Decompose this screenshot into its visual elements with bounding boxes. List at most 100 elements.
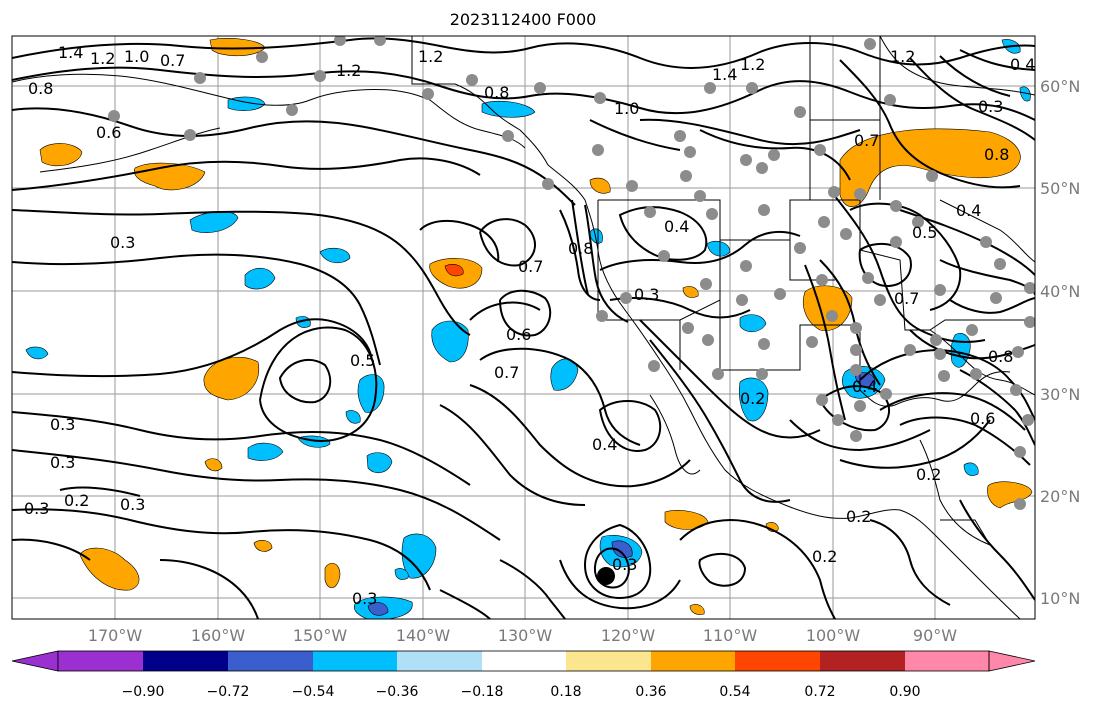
map-title: 2023112400 F000 xyxy=(449,10,597,29)
colorbar-outline xyxy=(57,650,990,672)
positive-anomaly-patch xyxy=(444,264,464,277)
colorbar-extend-max xyxy=(988,650,1036,672)
colorbar-tick-label: 0.72 xyxy=(804,684,835,700)
lat-tick-label: 40°N xyxy=(1040,282,1080,301)
station-dots xyxy=(108,36,1035,510)
negative-anomaly-patch xyxy=(739,314,767,333)
negative-anomaly-patch xyxy=(244,267,276,290)
colorbar-segment xyxy=(905,651,989,671)
positive-anomaly-patch xyxy=(324,562,341,588)
negative-anomaly-patch xyxy=(25,346,49,360)
contour-label: 0.8 xyxy=(988,347,1013,366)
colorbar-segment xyxy=(228,651,313,671)
contour-labels: 1.4 1.2 1.0 0.7 0.8 0.6 0.3 0.3 0.3 0.2 … xyxy=(24,43,1035,608)
contour-label: 0.5 xyxy=(350,351,375,370)
contour-label: 0.3 xyxy=(24,499,49,518)
contour-label: 1.2 xyxy=(890,47,915,66)
longitude-axis: 170°W 160°W 150°W 140°W 130°W 120°W 110°… xyxy=(88,626,957,645)
contour-label: 0.4 xyxy=(1010,55,1035,74)
contour-label: 0.7 xyxy=(854,131,879,150)
map-frame xyxy=(11,35,1036,620)
negative-anomaly-patch xyxy=(366,452,393,474)
colorbar-tick-label: −0.18 xyxy=(461,684,504,700)
colorbar-segment xyxy=(58,651,143,671)
negative-anomaly-patch xyxy=(367,602,389,616)
colorbar: −0.90 −0.72 −0.54 −0.36 −0.18 0.18 0.36 … xyxy=(11,650,1036,700)
negative-anomaly-patch xyxy=(345,410,361,424)
contour-label: 1.0 xyxy=(614,99,639,118)
contour-label: 0.4 xyxy=(592,435,617,454)
contour-label: 0.6 xyxy=(96,123,121,142)
lat-tick-label: 30°N xyxy=(1040,385,1080,404)
contour-label: 0.3 xyxy=(50,415,75,434)
contour-label: 0.3 xyxy=(352,589,377,608)
negative-anomaly-patch xyxy=(319,247,351,264)
positive-anomaly-patch xyxy=(253,539,273,552)
lat-tick-label: 60°N xyxy=(1040,77,1080,96)
contour-label: 0.8 xyxy=(484,83,509,102)
contour-label: 0.3 xyxy=(612,555,637,574)
lat-tick-label: 10°N xyxy=(1040,589,1080,608)
contour-label: 1.4 xyxy=(712,65,737,84)
lat-tick-label: 20°N xyxy=(1040,487,1080,506)
contour-label: 0.6 xyxy=(970,409,995,428)
colorbar-tick-label: 0.90 xyxy=(889,684,920,700)
coastlines-and-borders xyxy=(12,36,1035,619)
contour-label: 1.2 xyxy=(418,47,443,66)
colorbar-extend-min xyxy=(11,650,59,672)
lat-tick-label: 50°N xyxy=(1040,179,1080,198)
contour-label: 0.3 xyxy=(634,285,659,304)
contour-label: 0.7 xyxy=(518,257,543,276)
colorbar-segment xyxy=(735,651,820,671)
negative-anomaly-patch xyxy=(247,442,284,461)
contour-label: 1.4 xyxy=(58,43,83,62)
colorbar-segment xyxy=(820,651,905,671)
lon-tick-label: 150°W xyxy=(293,626,348,645)
colorbar-segment xyxy=(143,651,228,671)
contour-label: 0.2 xyxy=(846,507,871,526)
contour-label: 0.4 xyxy=(956,201,981,220)
contour-label: 0.3 xyxy=(120,495,145,514)
storm-center-marker xyxy=(597,567,615,585)
negative-anomaly-patch xyxy=(1019,86,1031,102)
contour-label: 0.7 xyxy=(894,289,919,308)
contour-label: 1.2 xyxy=(336,61,361,80)
contour-label: 0.5 xyxy=(912,223,937,242)
colorbar-tick-label: −0.36 xyxy=(376,684,419,700)
colorbar-segment xyxy=(397,651,482,671)
contour-label: 0.4 xyxy=(664,217,689,236)
negative-anomaly-patch xyxy=(738,377,769,422)
contour-label: 0.3 xyxy=(978,97,1003,116)
contour-label: 0.2 xyxy=(812,547,837,566)
negative-anomaly-patch xyxy=(963,462,979,476)
contour-label: 0.3 xyxy=(110,233,135,252)
positive-anomaly-patch xyxy=(664,510,709,530)
contour-label: 1.2 xyxy=(740,55,765,74)
lon-tick-label: 140°W xyxy=(396,626,451,645)
negative-anomaly-patch xyxy=(401,533,437,579)
colorbar-tick-label: 0.54 xyxy=(719,684,750,700)
colorbar-segment xyxy=(313,651,397,671)
positive-anomaly-patch xyxy=(802,285,853,331)
latitude-axis: 60°N 50°N 40°N 30°N 20°N 10°N xyxy=(1040,77,1080,608)
contour-label: 0.4 xyxy=(852,377,877,396)
contour-label: 0.2 xyxy=(64,491,89,510)
lon-tick-label: 130°W xyxy=(498,626,553,645)
colorbar-tick-label: 0.18 xyxy=(550,684,581,700)
lon-tick-label: 160°W xyxy=(191,626,246,645)
negative-anomaly-patch xyxy=(589,228,603,244)
colorbar-tick-label: −0.54 xyxy=(292,684,335,700)
lon-tick-label: 100°W xyxy=(806,626,861,645)
contour-lines xyxy=(12,37,1035,619)
negative-anomaly-patch xyxy=(357,374,385,413)
positive-anomaly-patch xyxy=(204,458,223,472)
contour-label: 1.0 xyxy=(124,47,149,66)
lon-tick-label: 90°W xyxy=(913,626,957,645)
negative-anomaly-patch xyxy=(431,320,469,363)
positive-anomaly-patch xyxy=(39,143,83,167)
lon-tick-label: 120°W xyxy=(601,626,656,645)
positive-anomaly-patch xyxy=(689,604,705,615)
contour-label: 0.8 xyxy=(984,145,1009,164)
contour-label: 0.7 xyxy=(160,51,185,70)
